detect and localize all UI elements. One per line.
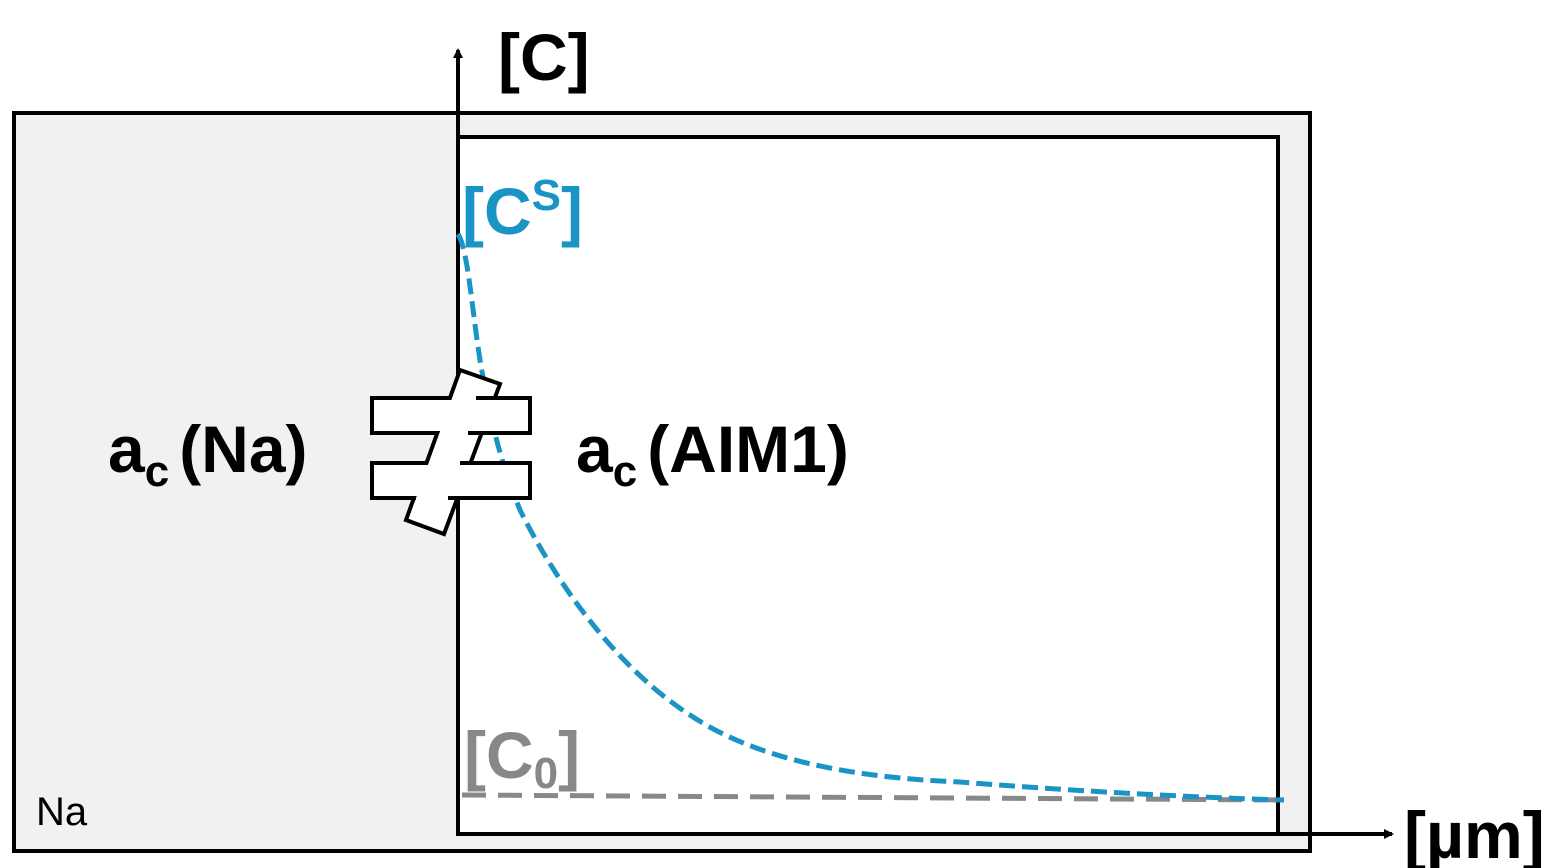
y-axis-label: [C]: [498, 20, 590, 94]
not-equal-symbol: [370, 367, 532, 537]
surface-concentration-label: [CS]: [462, 171, 583, 248]
surface-concentration-curve: [455, 232, 1285, 803]
bulk-concentration-line: [461, 792, 1285, 803]
activity-aim1-label: ac (AIM1): [576, 412, 849, 496]
aim1-region: [456, 135, 1280, 836]
x-axis-label: [µm]: [1404, 798, 1545, 868]
na-region-label: Na: [36, 790, 88, 834]
activity-na-label: ac (Na): [108, 412, 308, 496]
bulk-concentration-label: [C0]: [464, 718, 580, 798]
